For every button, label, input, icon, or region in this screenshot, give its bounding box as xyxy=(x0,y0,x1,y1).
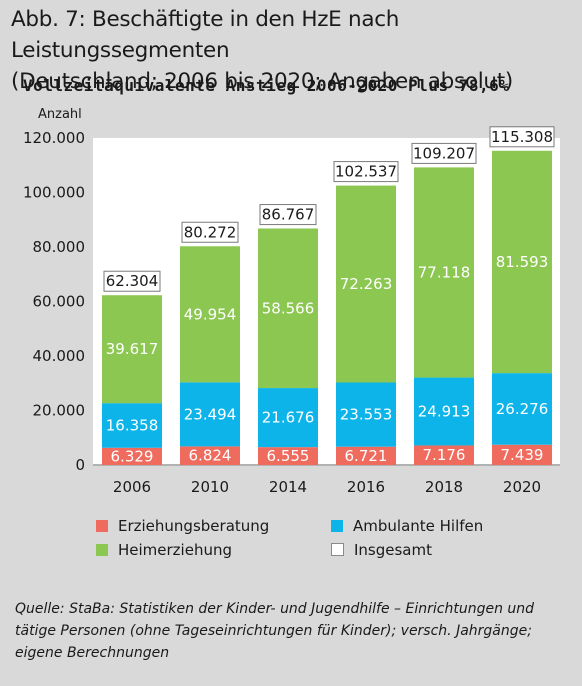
data-label: 23.494 xyxy=(184,405,237,423)
data-label: 24.913 xyxy=(418,403,471,421)
total-label: 102.537 xyxy=(335,163,397,181)
bar-segment-ambulante-hilfen xyxy=(180,382,240,447)
data-label: 6.555 xyxy=(267,447,310,465)
bar-segment-ambulante-hilfen xyxy=(336,382,396,447)
data-label: 7.176 xyxy=(423,446,466,464)
data-label: 81.593 xyxy=(496,253,549,271)
total-label-box xyxy=(181,221,239,243)
legend-swatch-heimerziehung xyxy=(96,544,108,556)
bar-segment-erziehungsberatung xyxy=(102,447,162,465)
bars: 6.329 16.358 39.617 62.304 6.824 23.494 49.954… xyxy=(102,126,555,465)
x-tick-label: 2020 xyxy=(503,478,541,496)
bar-segment-heimerziehung xyxy=(414,167,474,378)
x-tick-label: 2016 xyxy=(347,478,385,496)
data-label: 7.439 xyxy=(501,446,544,464)
data-label: 58.566 xyxy=(262,299,315,317)
legend-label-ambulante-hilfen: Ambulante Hilfen xyxy=(353,517,484,535)
bar-segment-heimerziehung xyxy=(336,185,396,383)
y-tick-label: 120.000 xyxy=(23,129,85,147)
x-tick-label: 2014 xyxy=(269,478,307,496)
legend-label-erziehungsberatung: Erziehungsberatung xyxy=(118,517,270,535)
bar-segment-heimerziehung xyxy=(102,295,162,404)
data-label: 49.954 xyxy=(184,305,237,323)
y-tick-label: 80.000 xyxy=(33,238,86,256)
total-label-box xyxy=(259,204,317,226)
total-label: 109.207 xyxy=(413,144,475,162)
chart-subtitle: Vollzeitäquivalente Anstieg 2006-2020 Pl… xyxy=(23,76,510,95)
total-label-box xyxy=(489,126,555,148)
legend-item-erziehungsberatung: Erziehungsberatung xyxy=(96,517,269,535)
total-label-box xyxy=(411,142,477,164)
total-label: 80.272 xyxy=(184,223,237,241)
bar-segment-heimerziehung xyxy=(180,246,240,383)
data-label: 6.824 xyxy=(189,447,232,465)
legend-swatch-insgesamt xyxy=(331,543,344,556)
data-label: 72.263 xyxy=(340,275,393,293)
bar-segment-erziehungsberatung xyxy=(258,447,318,465)
source-note: Quelle: StaBa: Statistiken der Kinder- u… xyxy=(15,601,535,661)
y-tick-label: 20.000 xyxy=(33,402,86,420)
bar-segment-heimerziehung xyxy=(492,150,552,374)
bar-segment-ambulante-hilfen xyxy=(414,377,474,446)
y-axis-label: Anzahl xyxy=(38,107,82,122)
bar-segment-erziehungsberatung xyxy=(414,445,474,465)
figure-title: Abb. 7: Beschäftigte in den HzE nach Lei… xyxy=(11,7,513,94)
data-label: 77.118 xyxy=(418,263,471,281)
legend-label-heimerziehung: Heimerziehung xyxy=(118,541,232,559)
total-label: 115.308 xyxy=(491,128,553,146)
data-label: 16.358 xyxy=(106,416,159,434)
bar-segment-erziehungsberatung xyxy=(336,446,396,465)
total-label-box xyxy=(333,161,399,183)
total-label: 86.767 xyxy=(262,206,315,224)
x-tick-label: 2018 xyxy=(425,478,463,496)
legend-item-heimerziehung: Heimerziehung xyxy=(96,541,232,559)
y-tick-label: 40.000 xyxy=(33,347,86,365)
bar-segment-ambulante-hilfen xyxy=(102,403,162,448)
data-label: 6.329 xyxy=(111,447,154,465)
bar-segment-ambulante-hilfen xyxy=(492,373,552,445)
y-tick-label: 60.000 xyxy=(33,293,86,311)
plot-area xyxy=(93,138,560,466)
x-tick-label: 2010 xyxy=(191,478,229,496)
legend-item-insgesamt: Insgesamt xyxy=(331,541,432,559)
bar-segment-ambulante-hilfen xyxy=(258,388,318,448)
x-tick-label: 2006 xyxy=(113,478,151,496)
bar-segment-erziehungsberatung xyxy=(492,444,552,465)
y-tick-label: 0 xyxy=(75,456,85,474)
bar-segment-erziehungsberatung xyxy=(180,446,240,465)
legend-swatch-ambulante-hilfen xyxy=(331,520,343,532)
data-label: 26.276 xyxy=(496,400,549,418)
total-label-box xyxy=(103,270,161,292)
data-label: 6.721 xyxy=(345,447,388,465)
bar-segment-heimerziehung xyxy=(258,228,318,389)
total-label: 62.304 xyxy=(106,272,159,290)
data-label: 39.617 xyxy=(106,340,159,358)
y-tick-label: 100.000 xyxy=(23,184,85,202)
legend-swatch-erziehungsberatung xyxy=(96,520,108,532)
x-axis: 2006 2010 2014 2016 2018 2020 xyxy=(113,478,541,496)
data-label: 21.676 xyxy=(262,409,315,427)
legend-item-ambulante-hilfen: Ambulante Hilfen xyxy=(331,517,483,535)
data-label: 23.553 xyxy=(340,406,393,424)
legend-label-insgesamt: Insgesamt xyxy=(354,541,432,559)
y-axis: 0 20.000 40.000 60.000 80.000 100.000 120.000 xyxy=(23,129,560,474)
